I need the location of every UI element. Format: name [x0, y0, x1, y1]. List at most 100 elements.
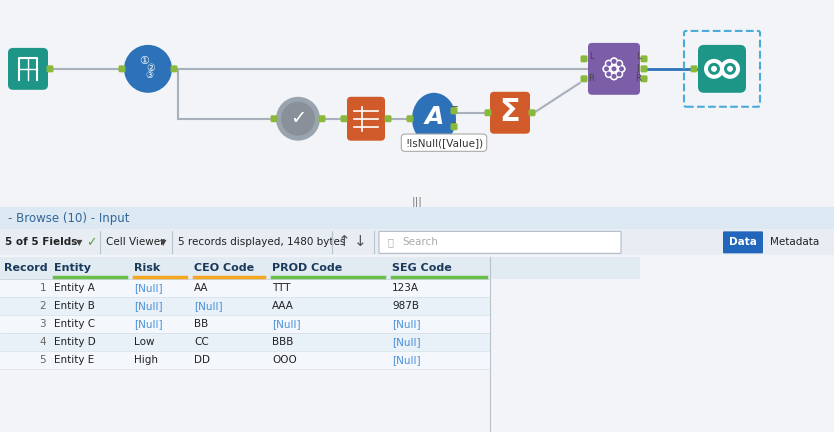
Circle shape: [611, 59, 616, 64]
Text: L: L: [636, 52, 641, 61]
Text: F: F: [451, 122, 457, 132]
Circle shape: [617, 61, 622, 66]
Text: Entity: Entity: [54, 264, 91, 273]
Text: 4: 4: [39, 337, 46, 347]
Circle shape: [724, 63, 736, 75]
Text: - Browse (10) - Input: - Browse (10) - Input: [8, 212, 129, 225]
FancyBboxPatch shape: [379, 232, 621, 253]
FancyBboxPatch shape: [698, 45, 746, 93]
FancyBboxPatch shape: [485, 109, 491, 116]
Text: Cell Viewer: Cell Viewer: [106, 237, 164, 248]
FancyBboxPatch shape: [118, 65, 125, 72]
Circle shape: [619, 67, 624, 71]
Text: J: J: [636, 64, 639, 73]
Circle shape: [610, 57, 618, 65]
Circle shape: [124, 45, 172, 93]
Circle shape: [617, 72, 622, 76]
FancyBboxPatch shape: [691, 65, 697, 72]
FancyBboxPatch shape: [384, 115, 391, 122]
FancyBboxPatch shape: [580, 55, 587, 62]
Text: [Null]: [Null]: [392, 319, 420, 329]
FancyBboxPatch shape: [529, 109, 535, 116]
Bar: [0, 297, 490, 315]
Text: 1: 1: [39, 283, 46, 293]
Text: ▼: ▼: [76, 238, 83, 247]
Text: Record: Record: [4, 264, 48, 273]
Text: 3: 3: [39, 319, 46, 329]
Text: AAA: AAA: [272, 302, 294, 311]
Circle shape: [276, 97, 320, 141]
Bar: [0, 351, 490, 369]
Text: [Null]: [Null]: [392, 356, 420, 365]
Text: Σ: Σ: [500, 98, 520, 127]
Circle shape: [602, 65, 610, 73]
Circle shape: [720, 59, 740, 79]
Text: TTT: TTT: [272, 283, 290, 293]
Text: [Null]: [Null]: [134, 302, 163, 311]
Circle shape: [604, 67, 609, 71]
Text: [Null]: [Null]: [194, 302, 223, 311]
Text: AA: AA: [194, 283, 208, 293]
Text: Metadata: Metadata: [770, 237, 819, 248]
Bar: [0, 207, 834, 229]
Text: CC: CC: [194, 337, 208, 347]
FancyBboxPatch shape: [588, 43, 640, 95]
Text: [Null]: [Null]: [134, 283, 163, 293]
Circle shape: [617, 65, 626, 73]
Text: SEG Code: SEG Code: [392, 264, 452, 273]
Text: OOO: OOO: [272, 356, 297, 365]
FancyBboxPatch shape: [450, 107, 458, 114]
Text: [Null]: [Null]: [134, 319, 163, 329]
FancyBboxPatch shape: [723, 232, 763, 253]
Circle shape: [605, 70, 613, 78]
Text: Entity C: Entity C: [54, 319, 95, 329]
Circle shape: [615, 60, 623, 67]
Text: 987B: 987B: [392, 302, 419, 311]
Bar: [0, 257, 640, 280]
FancyBboxPatch shape: [347, 97, 385, 141]
Text: [Null]: [Null]: [392, 337, 420, 347]
Text: R: R: [588, 74, 594, 83]
Text: A: A: [425, 105, 444, 129]
Text: [Null]: [Null]: [272, 319, 300, 329]
Text: CEO Code: CEO Code: [194, 264, 254, 273]
Text: ↑: ↑: [338, 234, 350, 249]
FancyBboxPatch shape: [641, 75, 647, 83]
Text: 2: 2: [39, 302, 46, 311]
Text: Entity D: Entity D: [54, 337, 96, 347]
Circle shape: [611, 67, 616, 71]
Bar: [0, 315, 490, 334]
Text: T: T: [451, 106, 457, 116]
Text: R: R: [635, 74, 641, 83]
FancyBboxPatch shape: [8, 48, 48, 90]
Circle shape: [610, 57, 618, 65]
Text: Entity E: Entity E: [54, 356, 94, 365]
Text: Low: Low: [134, 337, 154, 347]
Text: 5 of 5 Fields: 5 of 5 Fields: [5, 237, 78, 248]
Ellipse shape: [412, 93, 456, 145]
FancyBboxPatch shape: [270, 115, 278, 122]
Bar: [0, 229, 834, 255]
Circle shape: [711, 66, 717, 72]
Circle shape: [610, 72, 618, 80]
FancyBboxPatch shape: [170, 65, 178, 72]
Text: L: L: [589, 52, 593, 61]
Circle shape: [708, 63, 720, 75]
Text: PROD Code: PROD Code: [272, 264, 342, 273]
Bar: [0, 280, 490, 297]
Text: Data: Data: [729, 237, 757, 248]
Text: BB: BB: [194, 319, 208, 329]
Circle shape: [610, 65, 618, 73]
Text: 🔍: 🔍: [388, 237, 394, 248]
Text: 123A: 123A: [392, 283, 419, 293]
FancyBboxPatch shape: [319, 115, 325, 122]
Circle shape: [611, 74, 616, 79]
Text: Entity B: Entity B: [54, 302, 95, 311]
FancyBboxPatch shape: [641, 65, 647, 72]
Circle shape: [610, 65, 618, 73]
FancyBboxPatch shape: [340, 115, 348, 122]
Text: 5 records displayed, 1480 bytes: 5 records displayed, 1480 bytes: [178, 237, 345, 248]
Text: ②: ②: [147, 63, 155, 73]
Text: Search: Search: [402, 237, 438, 248]
Circle shape: [281, 102, 315, 136]
